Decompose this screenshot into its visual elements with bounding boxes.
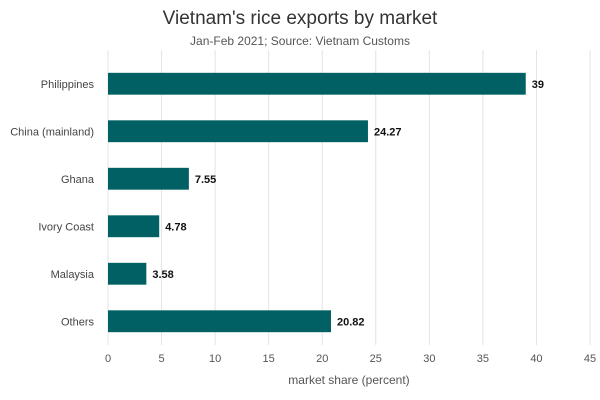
x-tick-label: 25 [370,353,382,365]
bar [108,120,368,143]
labels: 0 5 10 15 20 25 30 35 40 45 Philippines 39 China (ma… [10,79,596,365]
x-tick-label: 20 [316,353,328,365]
x-tick-label: 15 [263,353,275,365]
bar [108,72,526,95]
bar [108,215,160,238]
chart-subtitle: Jan-Feb 2021; Source: Vietnam Customs [190,34,410,48]
x-axis-title: market share (percent) [288,373,409,387]
category-label: China (mainland) [10,126,94,138]
bar [108,167,189,190]
category-label: Ivory Coast [38,221,94,233]
data-label: 3.58 [152,269,173,281]
x-tick-label: 35 [477,353,489,365]
data-label: 20.82 [337,316,365,328]
data-label: 7.55 [195,174,216,186]
data-label: 39 [532,79,544,91]
x-tick-label: 0 [105,353,111,365]
x-tick-label: 45 [584,353,596,365]
gridlines [107,50,591,345]
data-label: 4.78 [165,221,186,233]
category-label: Others [61,316,95,328]
chart-title: Vietnam's rice exports by market [162,8,438,29]
x-tick-label: 5 [158,353,164,365]
bar [108,262,147,285]
data-label: 24.27 [374,126,402,138]
category-label: Malaysia [51,269,95,281]
x-tick-label: 30 [423,353,435,365]
category-label: Ghana [61,174,95,186]
bar [108,310,332,333]
category-label: Philippines [41,79,95,91]
x-tick-label: 10 [209,353,221,365]
x-tick-label: 40 [530,353,542,365]
bars [108,72,526,333]
